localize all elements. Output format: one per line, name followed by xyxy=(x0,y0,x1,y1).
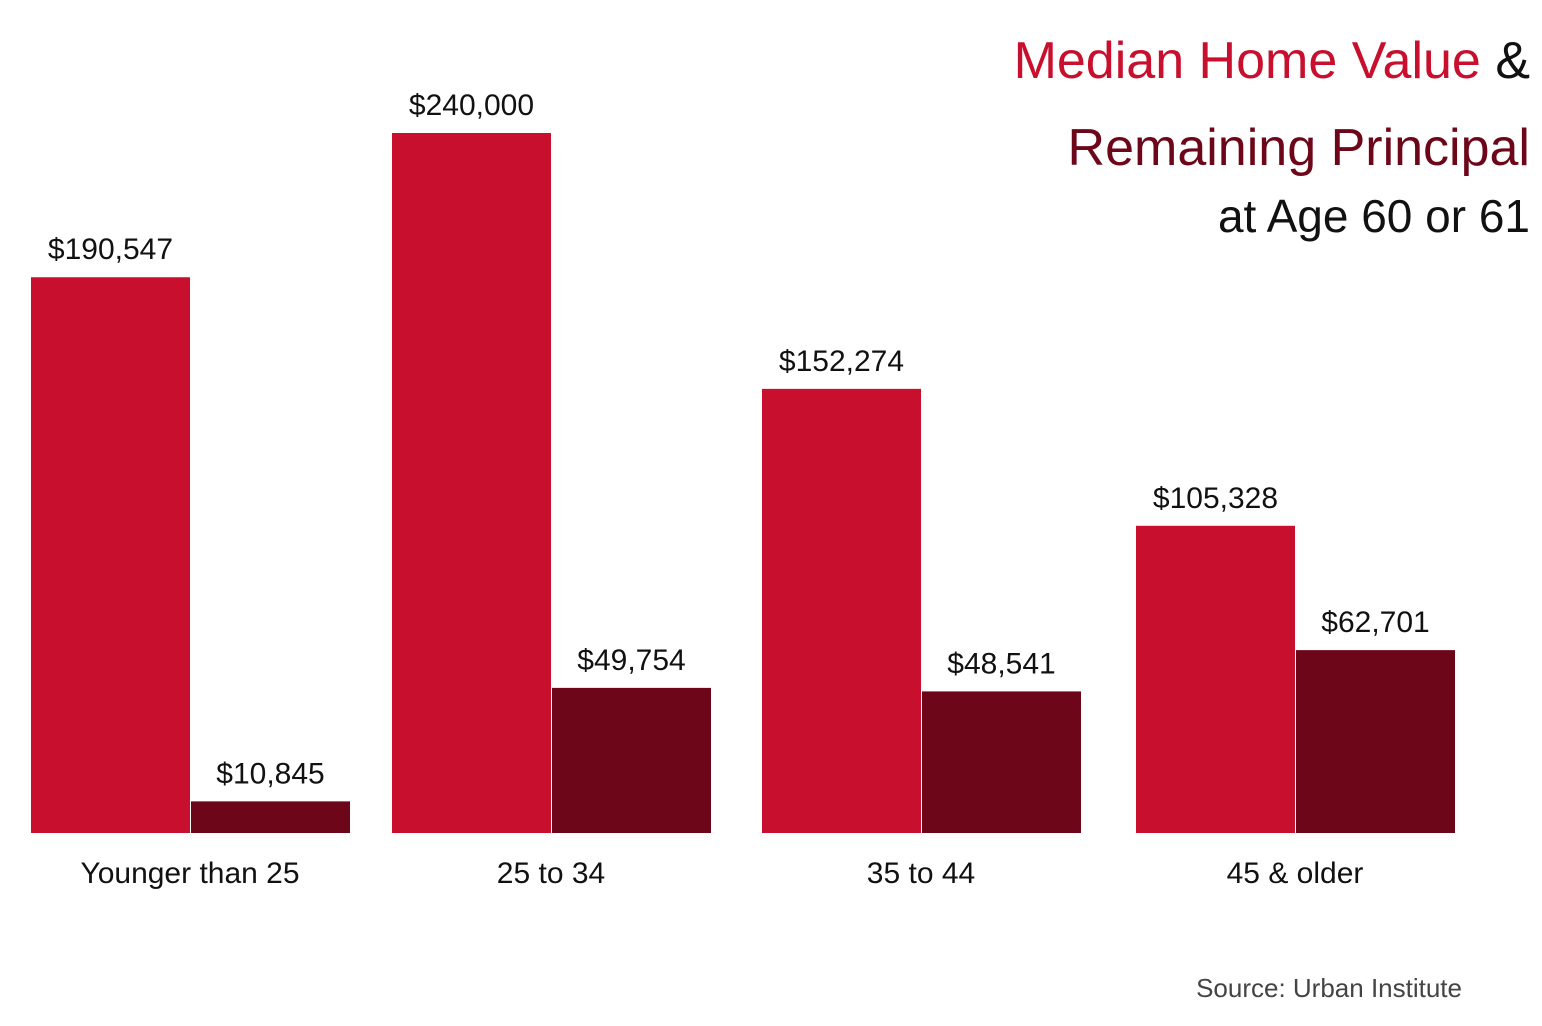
bar xyxy=(762,388,921,833)
bar xyxy=(1136,525,1295,833)
x-tick-label: 45 & older xyxy=(1227,857,1364,890)
bar xyxy=(1296,650,1455,833)
bar xyxy=(392,133,551,833)
title-series-1: Median Home Value xyxy=(1014,32,1481,90)
bar xyxy=(31,277,190,833)
title-joiner: & xyxy=(1495,32,1530,90)
value-label: $48,541 xyxy=(947,647,1055,680)
value-label: $105,328 xyxy=(1153,482,1278,515)
value-label: $62,701 xyxy=(1321,606,1429,639)
value-label: $49,754 xyxy=(577,644,685,677)
bar xyxy=(191,801,350,833)
value-label: $240,000 xyxy=(409,89,534,122)
subtitle: at Age 60 or 61 xyxy=(1218,190,1530,242)
title-series-2: Remaining Principal xyxy=(1068,119,1530,177)
value-label: $10,845 xyxy=(216,757,324,790)
x-tick-label: 35 to 44 xyxy=(867,857,975,890)
bar xyxy=(552,687,711,833)
bar xyxy=(922,691,1081,833)
chart-title: Median Home Value & xyxy=(1014,32,1530,90)
value-label: $152,274 xyxy=(779,345,904,378)
x-tick-label: Younger than 25 xyxy=(80,857,299,890)
x-tick-label: 25 to 34 xyxy=(497,857,605,890)
value-label: $190,547 xyxy=(48,233,173,266)
source: Source: Urban Institute xyxy=(1196,973,1462,1003)
